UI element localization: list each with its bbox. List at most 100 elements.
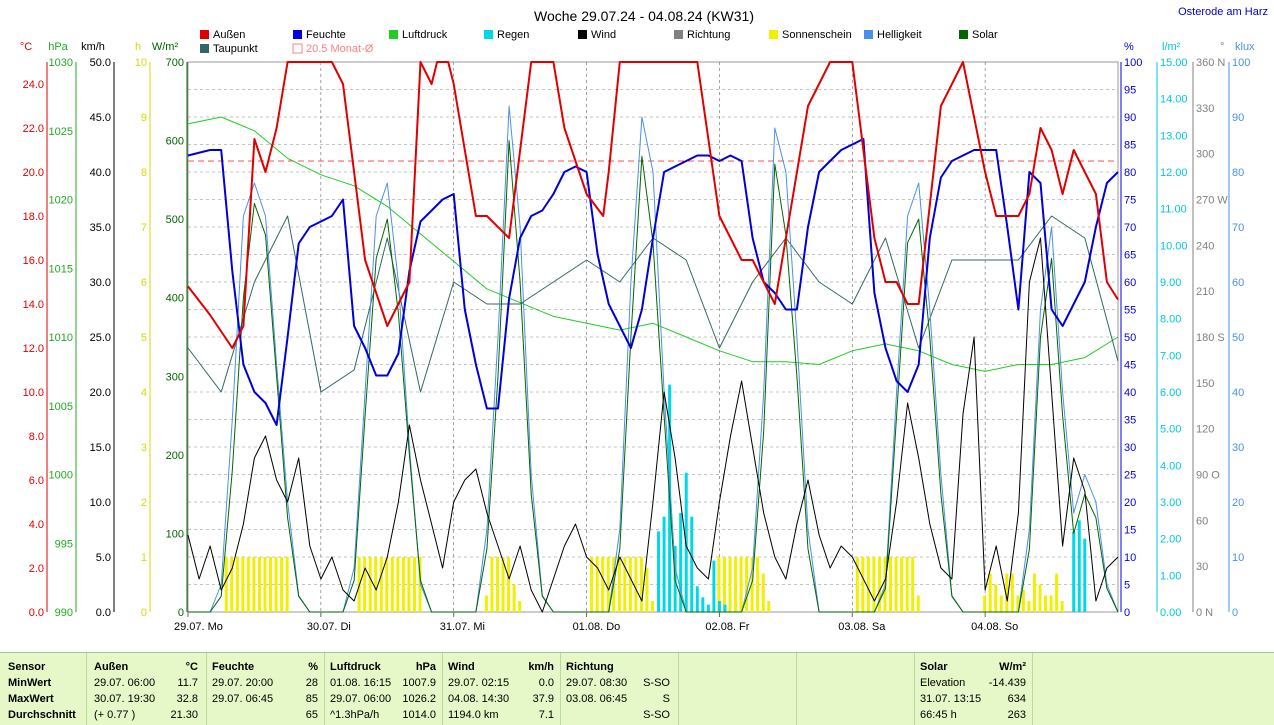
sunshine-bar bbox=[722, 557, 726, 612]
legend-swatch bbox=[292, 43, 303, 54]
axis-tick-label: 15.0 bbox=[90, 442, 111, 454]
sunshine-bar bbox=[900, 557, 904, 612]
stats-sensor-title: Sensor bbox=[8, 661, 46, 673]
axis-tick-label: 24.0 bbox=[23, 79, 44, 91]
axis-tick-label: 22.0 bbox=[23, 123, 44, 135]
legend-item: Sonnenschein bbox=[769, 29, 852, 41]
axis-tick-label: 360 N bbox=[1196, 57, 1225, 69]
legend-swatch bbox=[389, 30, 398, 39]
sunshine-bar bbox=[507, 557, 511, 612]
stats-time: 66:45 h bbox=[920, 709, 957, 721]
axis-tick-label: 20.0 bbox=[23, 167, 44, 179]
axis-tick-label: 1010 bbox=[49, 332, 73, 344]
legend-swatch bbox=[200, 30, 209, 39]
legend-item: Wind bbox=[578, 29, 616, 41]
axis-tick-label: 300 bbox=[166, 371, 184, 383]
sunshine-bar bbox=[484, 595, 488, 612]
stats-solar: Solar W/m² Elevation -14.439 31.07. 13:15 6… bbox=[914, 653, 1033, 725]
stats-unit: km/h bbox=[528, 661, 554, 673]
stats-value: 21.30 bbox=[170, 709, 198, 721]
axis-tick-label: 12.0 bbox=[23, 343, 44, 355]
stats-sensor: Sensor MinWert MaxWert Durchschnitt bbox=[0, 653, 87, 725]
axis-tick-label: 180 S bbox=[1196, 332, 1225, 344]
axis-tick-label: 0 bbox=[1124, 607, 1130, 619]
axis-solar: 0 100 200 300 400 500 600 700 W/m² bbox=[152, 41, 188, 619]
sunshine-bar bbox=[905, 557, 909, 612]
stats-value: 32.8 bbox=[176, 693, 198, 705]
axis-tick-label: 30 bbox=[1124, 442, 1136, 454]
axis-tick-label: 1005 bbox=[49, 401, 73, 413]
sunshine-bar bbox=[877, 557, 881, 612]
axis-tick-label: 95 bbox=[1124, 85, 1136, 97]
sunshine-bar bbox=[1055, 573, 1059, 612]
sunshine-bar bbox=[252, 557, 256, 612]
sunshine-bar bbox=[280, 557, 284, 612]
legend: Außen Feuchte Luftdruck Regen Wind Richtung So… bbox=[200, 29, 998, 55]
legend-swatch bbox=[864, 30, 873, 39]
axis-tick-label: 1020 bbox=[49, 195, 73, 207]
axis-tick-label: 18.0 bbox=[23, 211, 44, 223]
stats-title: Richtung bbox=[566, 661, 614, 673]
axis-tick-label: 1025 bbox=[49, 126, 73, 138]
axis-tick-label: 80 bbox=[1124, 167, 1136, 179]
axis-tick-label: 5.00 bbox=[1160, 424, 1181, 436]
axis-tick-label: 0 bbox=[141, 607, 147, 619]
legend-swatch bbox=[769, 30, 778, 39]
sunshine-bar bbox=[866, 557, 870, 612]
sunshine-bar bbox=[235, 557, 239, 612]
axis-tick-label: 80 bbox=[1232, 167, 1244, 179]
sunshine-bar bbox=[496, 557, 499, 612]
axis-tick-label: 100 bbox=[1232, 57, 1250, 69]
axis-unit: °C bbox=[20, 41, 32, 53]
axis-tick-label: 1030 bbox=[49, 57, 73, 69]
sunshine-bar bbox=[734, 557, 738, 612]
axis-pressure: 990 995 1000 1005 1010 1015 1020 1025 1030 hPa bbox=[48, 41, 77, 619]
axis-tick-label: 700 bbox=[166, 57, 184, 69]
legend-item: Luftdruck bbox=[389, 29, 448, 41]
legend-item: 20.5 Monat-Ø bbox=[292, 43, 374, 55]
axis-tick-label: 2 bbox=[141, 497, 147, 509]
sunshine-bar bbox=[761, 573, 765, 612]
axis-wind: 0.0 5.0 10.0 15.0 20.0 25.0 30.0 35.0 40.0 45.0 50… bbox=[81, 41, 115, 619]
sunshine-bar bbox=[501, 557, 505, 612]
axis-tick-label: 0 N bbox=[1196, 607, 1213, 619]
axis-tick-label: 0 bbox=[1232, 607, 1238, 619]
rain-bar bbox=[657, 531, 661, 612]
legend-swatch bbox=[200, 44, 209, 53]
axes: 0.02.04.06.08.010.012.014.016.018.020.02… bbox=[20, 41, 1255, 619]
rain-bar bbox=[1077, 520, 1081, 612]
axis-tick-label: 50 bbox=[1124, 332, 1136, 344]
stats-row-max: MaxWert bbox=[8, 693, 54, 705]
stats-value: 634 bbox=[1007, 693, 1026, 705]
stats-unit: hPa bbox=[415, 661, 436, 673]
x-axis-label: 01.08. Do bbox=[573, 621, 621, 633]
sunshine-bar bbox=[988, 573, 992, 612]
sunshine-bar bbox=[1016, 595, 1020, 612]
sunshine-bar bbox=[717, 557, 721, 612]
sunshine-bar bbox=[606, 557, 610, 612]
stats-title: Luftdruck bbox=[330, 661, 381, 673]
axis-tick-label: 14.0 bbox=[23, 299, 44, 311]
x-axis-label: 31.07. Mi bbox=[440, 621, 485, 633]
stats-time: 30.07. 19:30 bbox=[94, 693, 156, 705]
axis-tick-label: 995 bbox=[55, 538, 73, 550]
stats-time: ^1.3hPa/h bbox=[330, 709, 380, 721]
axis-tick-label: 85 bbox=[1124, 140, 1136, 152]
sunshine-bar bbox=[490, 557, 494, 612]
axis-tick-label: 6.00 bbox=[1160, 387, 1181, 399]
rain-bar bbox=[1072, 531, 1076, 612]
axis-tick-label: 70 bbox=[1232, 222, 1244, 234]
axis-tick-label: 16.0 bbox=[23, 255, 44, 267]
sunshine-bar bbox=[983, 595, 987, 612]
axis-tick-label: 65 bbox=[1124, 250, 1136, 262]
sunshine-bar bbox=[1027, 601, 1031, 612]
axis-unit: W/m² bbox=[152, 41, 179, 53]
axis-tick-label: 20 bbox=[1124, 497, 1136, 509]
location-label: Osterode am Harz bbox=[1178, 6, 1268, 18]
statistics-panel: Sensor MinWert MaxWert Durchschnitt Auße… bbox=[0, 652, 1274, 725]
series-line bbox=[187, 237, 1119, 613]
axis-tick-label: 990 bbox=[55, 607, 73, 619]
rain-bar bbox=[717, 601, 721, 612]
axis-tick-label: 330 bbox=[1196, 103, 1214, 115]
sunshine-bar bbox=[889, 557, 893, 612]
